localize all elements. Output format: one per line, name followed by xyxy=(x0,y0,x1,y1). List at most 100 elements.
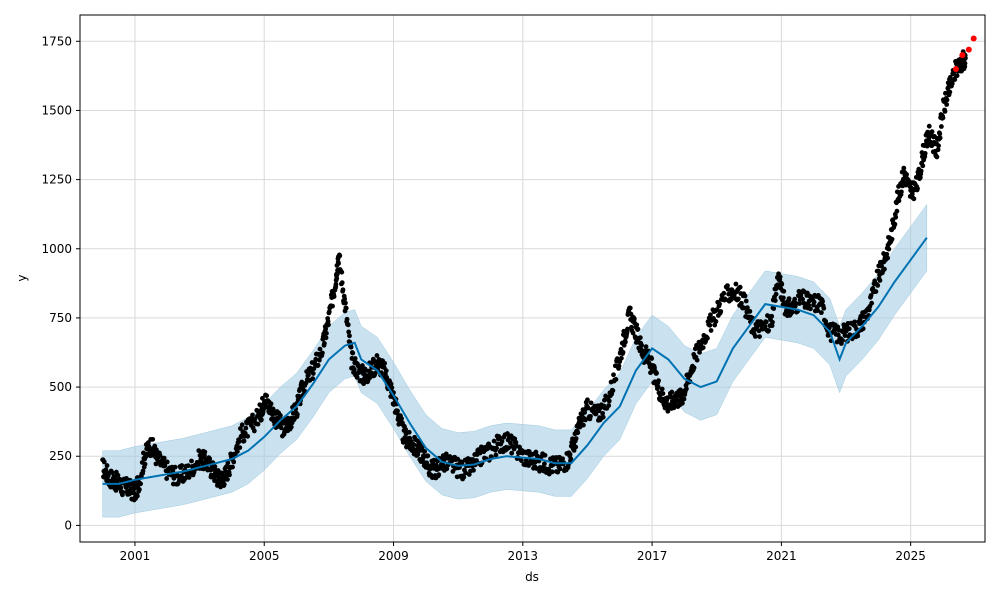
observed-point xyxy=(585,405,591,411)
observed-point xyxy=(940,115,946,121)
observed-point xyxy=(779,281,785,287)
observed-point xyxy=(126,482,132,488)
observed-point xyxy=(792,296,798,302)
observed-point xyxy=(886,246,892,252)
observed-point xyxy=(935,147,941,153)
observed-point xyxy=(879,263,884,269)
observed-point xyxy=(478,444,484,450)
observed-point xyxy=(869,300,875,306)
observed-point xyxy=(533,449,539,455)
interval-area xyxy=(102,203,928,518)
observed-point xyxy=(929,129,935,135)
observed-point xyxy=(324,330,329,336)
observed-point xyxy=(771,306,777,311)
observed-point xyxy=(581,422,586,428)
observed-point xyxy=(310,371,316,376)
x-tick-label: 2025 xyxy=(895,549,926,563)
observed-point xyxy=(842,333,848,339)
observed-point xyxy=(103,467,109,473)
observed-point xyxy=(384,374,390,380)
observed-point xyxy=(917,175,923,180)
observed-point xyxy=(299,379,305,385)
observed-point xyxy=(723,297,729,303)
observed-point xyxy=(336,261,341,266)
observed-point xyxy=(947,89,953,95)
observed-point xyxy=(846,326,852,332)
observed-point xyxy=(721,290,727,296)
observed-point xyxy=(189,458,194,464)
observed-point xyxy=(311,366,317,371)
observed-point xyxy=(855,333,861,339)
observed-point xyxy=(406,429,412,435)
observed-point xyxy=(294,412,300,417)
observed-point xyxy=(326,322,331,328)
y-tick-label: 1250 xyxy=(41,173,72,187)
observed-point xyxy=(725,286,731,292)
observed-point xyxy=(534,466,539,471)
test-point xyxy=(952,65,959,72)
observed-point xyxy=(389,385,395,391)
observed-point xyxy=(225,460,231,466)
observed-point xyxy=(742,293,748,299)
observed-point xyxy=(230,464,235,470)
observed-point xyxy=(345,322,351,328)
observed-point xyxy=(616,363,622,369)
observed-point xyxy=(399,416,404,421)
x-tick-label: 2021 xyxy=(766,549,797,563)
observed-point xyxy=(938,124,944,129)
observed-point xyxy=(797,301,802,306)
observed-point xyxy=(655,384,661,390)
observed-point xyxy=(712,322,718,328)
observed-point xyxy=(251,428,257,434)
observed-point xyxy=(342,296,348,302)
observed-point xyxy=(424,460,430,466)
observed-point xyxy=(684,386,689,392)
observed-point xyxy=(560,456,565,462)
observed-point xyxy=(557,466,563,472)
x-tick-label: 2009 xyxy=(378,549,409,563)
observed-point xyxy=(344,316,350,322)
observed-point xyxy=(320,350,325,356)
observed-point xyxy=(463,470,469,476)
observed-point xyxy=(772,298,778,303)
observed-point xyxy=(221,481,227,487)
observed-point xyxy=(497,435,502,441)
observed-point xyxy=(323,326,329,332)
observed-point xyxy=(509,450,515,456)
observed-point xyxy=(346,329,352,335)
observed-point xyxy=(714,307,720,312)
observed-point xyxy=(600,410,605,416)
observed-point xyxy=(499,439,505,444)
observed-point xyxy=(573,444,579,450)
observed-point xyxy=(733,281,739,287)
x-axis-title: ds xyxy=(525,570,539,584)
observed-point xyxy=(875,283,881,288)
observed-point xyxy=(852,319,858,325)
observed-point xyxy=(555,469,561,475)
observed-point xyxy=(172,464,178,470)
observed-point xyxy=(310,376,316,382)
observed-point xyxy=(237,445,243,451)
y-tick-label: 1000 xyxy=(41,242,72,256)
observed-point xyxy=(889,236,895,242)
observed-point xyxy=(618,355,624,361)
observed-point xyxy=(627,305,633,311)
observed-point xyxy=(752,333,758,339)
y-tick-label: 0 xyxy=(64,518,72,532)
observed-point xyxy=(164,459,170,465)
observed-point xyxy=(157,452,163,458)
observed-point xyxy=(893,214,899,220)
observed-point xyxy=(811,299,817,305)
test-points xyxy=(952,35,977,72)
observed-point xyxy=(339,280,345,286)
observed-point xyxy=(713,319,719,324)
x-axis-ticks: 2001 2005 2009 2013 2017 2021 2025 xyxy=(120,542,926,563)
y-tick-label: 250 xyxy=(49,449,72,463)
plot-frame xyxy=(79,14,986,543)
observed-point xyxy=(161,455,167,461)
x-tick-label: 2005 xyxy=(249,549,280,563)
observed-point xyxy=(773,291,779,297)
observed-point xyxy=(681,396,687,402)
observed-point xyxy=(898,189,904,195)
